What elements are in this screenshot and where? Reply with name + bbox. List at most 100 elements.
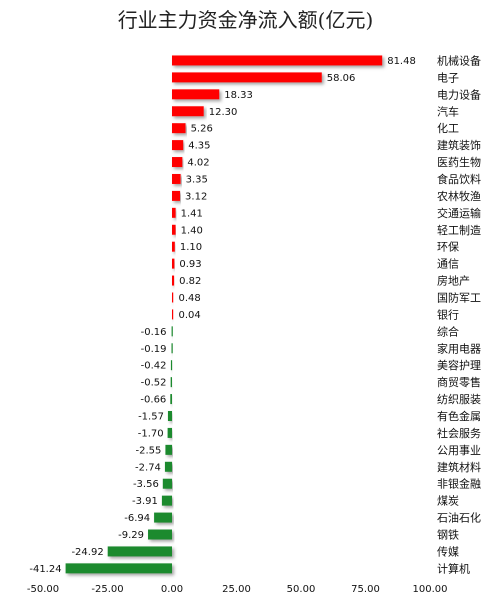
value-label: -6.94 (124, 513, 150, 524)
bar-化工 (172, 123, 186, 134)
bar-电力设备 (172, 89, 220, 100)
bar-房地产 (172, 275, 175, 286)
value-label: -3.56 (133, 479, 159, 490)
x-tick-label: 100.00 (413, 584, 448, 595)
x-tick-label: 50.00 (287, 584, 316, 595)
bar-纺织服装 (170, 394, 172, 405)
bar-社会服务 (167, 427, 172, 438)
value-label: 5.26 (191, 124, 213, 135)
x-tick-label: 25.00 (222, 584, 251, 595)
category-label: 食品饮料 (437, 172, 481, 186)
value-label: 12.30 (209, 107, 238, 118)
value-label: -0.66 (140, 395, 166, 406)
bar-通信 (172, 258, 175, 269)
bar-银行 (172, 309, 174, 320)
x-tick-label: 75.00 (351, 584, 380, 595)
bar-钢铁 (148, 529, 172, 540)
bar-轻工制造 (172, 224, 176, 235)
bar-环保 (172, 241, 175, 252)
category-label: 交通运输 (437, 206, 481, 220)
category-label: 环保 (437, 240, 459, 254)
bar-机械设备 (172, 55, 383, 66)
value-label: 3.35 (186, 174, 208, 185)
value-label: -0.19 (141, 344, 167, 355)
value-label: 0.82 (179, 276, 201, 287)
value-label: 4.02 (187, 158, 209, 169)
value-label: -1.57 (138, 411, 164, 422)
x-tick-label: 0.00 (161, 584, 183, 595)
bar-传媒 (107, 546, 172, 557)
x-axis-ticks: -50.00 -25.00 0.00 25.00 50.00 75.00 100.00 (27, 584, 448, 595)
bar-石油石化 (154, 512, 172, 523)
value-label: 58.06 (327, 73, 356, 84)
category-label: 银行 (437, 307, 459, 321)
category-label: 社会服务 (437, 426, 481, 440)
chart-title: 行业主力资金净流入额(亿元) (117, 8, 374, 32)
value-label: -24.92 (71, 547, 103, 558)
bar-综合 (171, 326, 173, 337)
category-label: 医药生物 (437, 155, 481, 169)
bar-农林牧渔 (172, 190, 181, 201)
value-label: -0.42 (141, 361, 167, 372)
value-label: -2.55 (136, 445, 162, 456)
value-label: 3.12 (185, 191, 207, 202)
bar-食品饮料 (172, 173, 181, 184)
category-label: 通信 (437, 258, 459, 271)
category-label: 家用电器 (437, 341, 481, 355)
value-label: 81.48 (387, 56, 416, 67)
category-label: 电子 (437, 71, 459, 84)
value-label: -0.52 (141, 378, 167, 389)
x-tick-label: -50.00 (27, 584, 59, 595)
category-label: 农林牧渔 (437, 189, 481, 203)
category-label: 建筑材料 (437, 460, 481, 474)
category-label: 美容护理 (437, 358, 481, 372)
value-labels-layer: 81.48 58.06 18.33 12.30 5.26 4.35 4.02 3.35 3.12… (29, 56, 416, 575)
bar-商贸零售 (170, 377, 172, 388)
bar-电子 (172, 72, 322, 83)
value-label: -1.70 (138, 428, 164, 439)
category-labels-layer: 机械设备电子电力设备汽车化工建筑装饰医药生物食品饮料农林牧渔交通运输轻工制造环保… (437, 53, 481, 575)
category-label: 煤炭 (437, 495, 459, 508)
bar-非银金融 (162, 478, 172, 489)
value-label: 0.93 (179, 259, 201, 270)
category-label: 国防军工 (437, 290, 481, 304)
category-label: 石油石化 (437, 511, 481, 525)
category-label: 综合 (437, 324, 459, 338)
category-label: 纺织服装 (437, 392, 481, 406)
value-label: 0.48 (179, 293, 201, 304)
value-label: -41.24 (29, 564, 61, 575)
value-label: 0.04 (179, 310, 201, 321)
value-label: 1.10 (180, 242, 202, 253)
category-label: 商贸零售 (437, 375, 481, 389)
x-tick-label: -25.00 (91, 584, 123, 595)
bar-家用电器 (171, 343, 173, 354)
bar-美容护理 (170, 360, 173, 371)
category-label: 有色金属 (437, 409, 481, 423)
bar-建筑装饰 (172, 140, 184, 151)
value-label: -3.91 (132, 496, 158, 507)
category-label: 建筑装饰 (437, 138, 481, 152)
category-label: 非银金融 (437, 477, 481, 491)
bar-公用事业 (165, 444, 172, 455)
category-label: 汽车 (437, 104, 459, 118)
category-label: 房地产 (437, 274, 470, 288)
category-label: 化工 (437, 121, 459, 135)
bar-交通运输 (172, 207, 176, 218)
value-label: -9.29 (118, 530, 144, 541)
category-label: 传媒 (437, 545, 459, 558)
value-label: -2.74 (135, 462, 161, 473)
bar-计算机 (65, 563, 172, 574)
value-label: 18.33 (224, 90, 253, 101)
category-label: 计算机 (437, 561, 470, 575)
value-label: 1.40 (181, 225, 203, 236)
bar-煤炭 (161, 495, 172, 506)
category-label: 轻工制造 (437, 223, 481, 237)
bar-建筑材料 (164, 461, 172, 472)
category-label: 机械设备 (437, 53, 481, 67)
bar-汽车 (172, 106, 204, 117)
value-label: 4.35 (188, 141, 210, 152)
category-label: 电力设备 (437, 87, 481, 101)
bar-国防军工 (172, 292, 174, 303)
